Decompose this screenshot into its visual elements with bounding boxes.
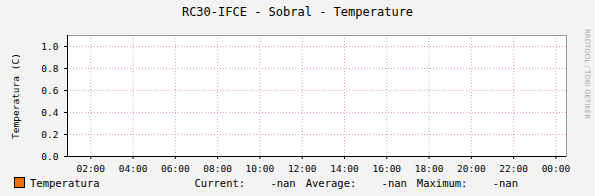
svg-text:0.0: 0.0 <box>41 151 58 162</box>
svg-text:Temperatura (C): Temperatura (C) <box>10 53 21 139</box>
svg-text:0.2: 0.2 <box>41 129 58 140</box>
html-text:Temperatura: Temperatura <box>30 177 100 189</box>
svg-text:00:00: 00:00 <box>542 163 571 174</box>
svg-text:22:00: 22:00 <box>499 163 528 174</box>
html-text:Current: -nan: Current: -nan <box>194 177 296 189</box>
svg-text:14:00: 14:00 <box>330 163 359 174</box>
svg-text:04:00: 04:00 <box>119 163 148 174</box>
svg-text:0.4: 0.4 <box>41 107 58 118</box>
html-text:Average: -nan: Average: -nan <box>305 177 407 189</box>
html-text:Maximum: -nan: Maximum: -nan <box>416 177 518 189</box>
svg-text:06:00: 06:00 <box>161 163 190 174</box>
svg-text:10:00: 10:00 <box>246 163 275 174</box>
svg-text:08:00: 08:00 <box>203 163 232 174</box>
svg-text:18:00: 18:00 <box>415 163 444 174</box>
html-text:RC30-IFCE - Sobral - Temperatu: RC30-IFCE - Sobral - Temperature <box>181 5 414 19</box>
svg-text:02:00: 02:00 <box>76 163 105 174</box>
svg-text:0.8: 0.8 <box>41 63 58 74</box>
svg-text:20:00: 20:00 <box>457 163 486 174</box>
html-text:RRDTOOL / TOBI OETIKER: RRDTOOL / TOBI OETIKER <box>583 28 591 120</box>
svg-text:12:00: 12:00 <box>288 163 317 174</box>
svg-text:16:00: 16:00 <box>372 163 401 174</box>
svg-text:0.6: 0.6 <box>41 85 58 96</box>
svg-text:1.0: 1.0 <box>41 41 58 52</box>
